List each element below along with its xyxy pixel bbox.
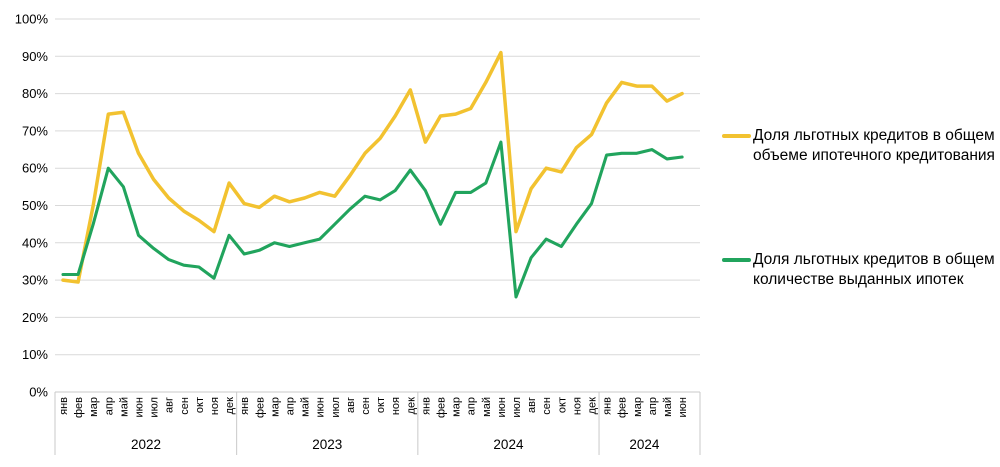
- x-month-label: янв: [239, 397, 251, 415]
- x-month-label: июн: [677, 397, 689, 417]
- y-tick-label: 80%: [22, 86, 48, 101]
- x-month-label: май: [662, 397, 674, 417]
- x-month-label: июл: [149, 397, 161, 418]
- x-month-label: дек: [587, 397, 599, 415]
- series-line-0: [61, 50, 684, 284]
- y-tick-label: 0%: [29, 385, 48, 400]
- x-month-label: июн: [315, 397, 327, 417]
- x-month-label: мар: [451, 397, 463, 417]
- x-month-label: фев: [254, 397, 266, 418]
- legend-label-volume-share: Доля льготных кредитов в общем объеме ип…: [753, 127, 995, 164]
- series-line-1: [61, 140, 684, 299]
- x-year-label: 2024: [493, 437, 524, 452]
- x-month-label: июн: [496, 397, 508, 417]
- y-tick-label: 50%: [22, 198, 48, 213]
- legend-item-volume-share: Доля льготных кредитов в общем объеме ип…: [722, 126, 1000, 166]
- x-year-label: 2023: [312, 437, 342, 452]
- y-tick-label: 90%: [22, 49, 48, 64]
- x-month-label: окт: [194, 397, 206, 413]
- y-tick-label: 40%: [22, 235, 48, 250]
- x-month-label: сен: [541, 397, 553, 415]
- y-tick-label: 70%: [22, 123, 48, 138]
- legend-item-count-share: Доля льготных кредитов в общем количеств…: [722, 250, 1000, 290]
- y-tick-label: 100%: [15, 12, 49, 27]
- x-month-label: ноя: [209, 397, 221, 415]
- x-month-label: мар: [88, 397, 100, 417]
- x-month-label: сен: [179, 397, 191, 415]
- x-month-label: сен: [360, 397, 372, 415]
- x-year-label: 2024: [629, 437, 660, 452]
- x-month-label: ноя: [571, 397, 583, 415]
- x-month-label: апр: [466, 397, 478, 415]
- x-month-label: фев: [73, 397, 85, 418]
- legend-label-count-share: Доля льготных кредитов в общем количеств…: [753, 251, 995, 288]
- x-month-label: апр: [647, 397, 659, 415]
- x-month-label: авг: [345, 397, 357, 413]
- x-month-label: июл: [511, 397, 523, 418]
- x-month-label: дек: [224, 397, 236, 415]
- x-month-label: янв: [602, 397, 614, 415]
- green-line-swatch-icon: [722, 258, 751, 262]
- x-month-label: апр: [285, 397, 297, 415]
- y-tick-label: 30%: [22, 273, 48, 288]
- x-month-label: июн: [134, 397, 146, 417]
- x-month-label: май: [481, 397, 493, 417]
- y-tick-label: 60%: [22, 161, 48, 176]
- chart-legend: Доля льготных кредитов в общем объеме ип…: [722, 0, 995, 467]
- x-month-label: окт: [556, 397, 568, 413]
- x-month-label: июл: [330, 397, 342, 418]
- x-month-label: фев: [617, 397, 629, 418]
- x-month-label: май: [300, 397, 312, 417]
- yellow-line-swatch-icon: [722, 134, 751, 138]
- x-month-label: апр: [103, 397, 115, 415]
- x-month-label: мар: [632, 397, 644, 417]
- x-month-label: дек: [405, 397, 417, 415]
- x-month-label: ноя: [390, 397, 402, 415]
- x-month-label: май: [118, 397, 130, 417]
- y-tick-label: 10%: [22, 347, 48, 362]
- x-year-label: 2022: [131, 437, 161, 452]
- x-month-label: окт: [375, 397, 387, 413]
- x-month-label: янв: [58, 397, 70, 415]
- x-month-label: мар: [269, 397, 281, 417]
- x-month-label: авг: [164, 397, 176, 413]
- x-month-label: фев: [436, 397, 448, 418]
- x-month-label: авг: [526, 397, 538, 413]
- x-month-label: янв: [420, 397, 432, 415]
- y-tick-label: 20%: [22, 310, 48, 325]
